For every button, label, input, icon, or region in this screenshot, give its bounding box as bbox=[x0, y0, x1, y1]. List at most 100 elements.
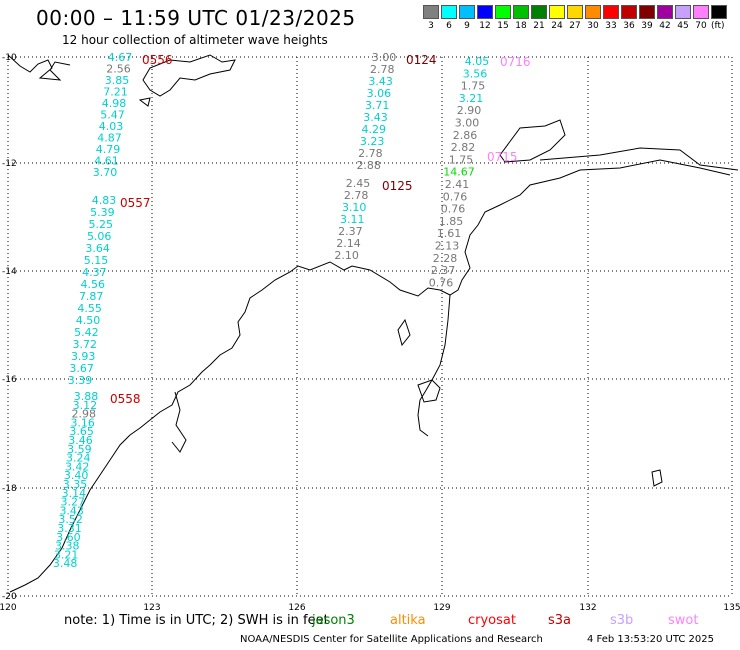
pass-time-label: 0556 bbox=[142, 53, 173, 67]
wave-height-label: 2.78 bbox=[344, 189, 369, 202]
colorbar-label: 15 bbox=[497, 21, 509, 31]
colorbar-swatch bbox=[621, 5, 637, 19]
wave-height-label: 3.14 bbox=[62, 487, 87, 500]
wave-height-label: 3.71 bbox=[365, 99, 390, 112]
wave-height-label: 4.56 bbox=[81, 278, 106, 291]
wave-height-label: 14.67 bbox=[443, 166, 475, 179]
wave-height-label: 2.37 bbox=[338, 225, 363, 238]
wave-height-label: 2.82 bbox=[451, 141, 476, 154]
wave-height-label: 3.39 bbox=[68, 374, 93, 387]
wave-height-label: 2.13 bbox=[435, 240, 460, 253]
satellite-legend-jason3: jason3 bbox=[312, 613, 355, 628]
wave-height-label: 5.06 bbox=[87, 230, 112, 243]
coastline-gulf bbox=[417, 294, 451, 437]
wave-height-label: 3.27 bbox=[61, 496, 86, 509]
colorbar-swatch bbox=[585, 5, 601, 19]
wave-height-label: 3.43 bbox=[368, 75, 393, 88]
wave-height-label: 1.75 bbox=[449, 153, 474, 166]
pass-time-label: 0715 bbox=[487, 150, 518, 164]
wave-height-label: 5.15 bbox=[84, 254, 109, 267]
wave-height-label: 5.39 bbox=[90, 206, 115, 219]
wave-height-label: 3.64 bbox=[85, 242, 110, 255]
lat-tick-label: -10 bbox=[2, 53, 17, 63]
coastline-inlets bbox=[397, 318, 411, 347]
pass-time-label: 0557 bbox=[120, 196, 151, 210]
wave-height-label: 3.46 bbox=[68, 434, 93, 447]
colorbar-swatch bbox=[423, 5, 439, 19]
wave-height-label: 0.76 bbox=[441, 203, 466, 216]
wave-height-label: 2.37 bbox=[431, 264, 456, 277]
lat-tick-label: -14 bbox=[2, 267, 17, 277]
colorbar-swatch bbox=[657, 5, 673, 19]
wave-height-label: 3.56 bbox=[463, 67, 488, 80]
wave-height-label: 3.06 bbox=[367, 87, 392, 100]
colorbar-swatch bbox=[603, 5, 619, 19]
colorbar-label: 9 bbox=[464, 21, 470, 31]
coastline-bay bbox=[171, 391, 187, 453]
wave-height-label: 4.03 bbox=[99, 120, 124, 133]
wave-height-label: 3.23 bbox=[360, 135, 385, 148]
colorbar-label: 6 bbox=[446, 21, 452, 31]
colorbar-label: 3 bbox=[428, 21, 434, 31]
wave-height-label: 3.85 bbox=[105, 74, 130, 87]
footer-note: note: 1) Time is in UTC; 2) SWH is in fe… bbox=[64, 613, 329, 628]
wave-height-label: 3.00 bbox=[455, 117, 480, 130]
altimeter-tracks: 4.672.563.857.214.985.474.034.874.794.61… bbox=[53, 51, 531, 570]
wave-height-label: 2.78 bbox=[370, 63, 395, 76]
lat-tick-label: -16 bbox=[2, 375, 17, 385]
wave-height-label: 3.00 bbox=[372, 51, 397, 64]
wave-height-label: 3.35 bbox=[63, 478, 88, 491]
wave-height-label: 4.50 bbox=[76, 314, 101, 327]
wave-height-label: 1.61 bbox=[437, 227, 462, 240]
wave-height-label: 2.98 bbox=[72, 408, 97, 421]
wave-height-label: 4.87 bbox=[97, 132, 122, 145]
colorbar-label: 36 bbox=[623, 21, 635, 31]
wave-height-label: 4.29 bbox=[362, 123, 387, 136]
colorbar-label: 39 bbox=[641, 21, 653, 31]
wave-height-label: 4.05 bbox=[465, 55, 490, 68]
wave-height-label: 3.43 bbox=[363, 111, 388, 124]
colorbar-label: 30 bbox=[587, 21, 599, 31]
map-subtitle: 12 hour collection of altimeter wave hei… bbox=[62, 33, 328, 47]
colorbar-swatch bbox=[441, 5, 457, 19]
wave-height-label: 2.10 bbox=[334, 249, 359, 262]
wave-height-label: 3.21 bbox=[54, 548, 79, 561]
wave-height-label: 2.28 bbox=[433, 252, 458, 265]
wave-height-label: 0.76 bbox=[443, 190, 468, 203]
coastline-cape-york bbox=[499, 119, 566, 163]
wave-height-label: 3.72 bbox=[73, 338, 98, 351]
satellite-legend-s3a: s3a bbox=[548, 613, 572, 628]
colorbar-swatch bbox=[567, 5, 583, 19]
wave-height-label: 2.90 bbox=[457, 104, 482, 117]
lon-tick-label: 120 bbox=[0, 603, 17, 613]
wave-height-label: 4.83 bbox=[92, 194, 117, 207]
wave-height-label: 3.24 bbox=[66, 452, 91, 465]
wave-height-label: 4.55 bbox=[77, 302, 102, 315]
wave-height-label: 3.12 bbox=[73, 399, 98, 412]
lon-tick-label: 132 bbox=[579, 603, 596, 613]
colorbar-unit: (ft) bbox=[711, 21, 725, 31]
coastline-north-islands bbox=[7, 54, 71, 81]
wave-height-label: 2.41 bbox=[445, 178, 470, 191]
colorbar-label: 45 bbox=[677, 21, 689, 31]
wave-height-label: 0.76 bbox=[429, 276, 454, 289]
coastline-east-island bbox=[651, 469, 663, 487]
colorbar-label: 24 bbox=[551, 21, 563, 31]
lat-tick-label: -20 bbox=[2, 592, 17, 602]
wave-height-label: 3.65 bbox=[69, 425, 94, 438]
satellite-legend-swot: swot bbox=[668, 613, 699, 628]
lon-tick-label: 135 bbox=[723, 603, 740, 613]
colorbar-label: 27 bbox=[569, 21, 581, 31]
wave-height-label: 7.87 bbox=[79, 290, 104, 303]
wave-height-label: 2.88 bbox=[356, 159, 381, 172]
pass-time-label: 0716 bbox=[500, 55, 531, 69]
colorbar-label: 70 bbox=[695, 21, 707, 31]
wave-height-label: 3.40 bbox=[64, 469, 89, 482]
coastline-mornington bbox=[417, 379, 441, 403]
satellite-legend-cryosat: cryosat bbox=[468, 613, 516, 628]
colorbar-swatch bbox=[477, 5, 493, 19]
axis-labels: 120 123 126 129 132 135 -10 -12 -14 -16 -18 -20 bbox=[0, 53, 740, 613]
wave-height-label: 2.56 bbox=[106, 63, 131, 76]
lon-tick-label: 129 bbox=[433, 603, 450, 613]
